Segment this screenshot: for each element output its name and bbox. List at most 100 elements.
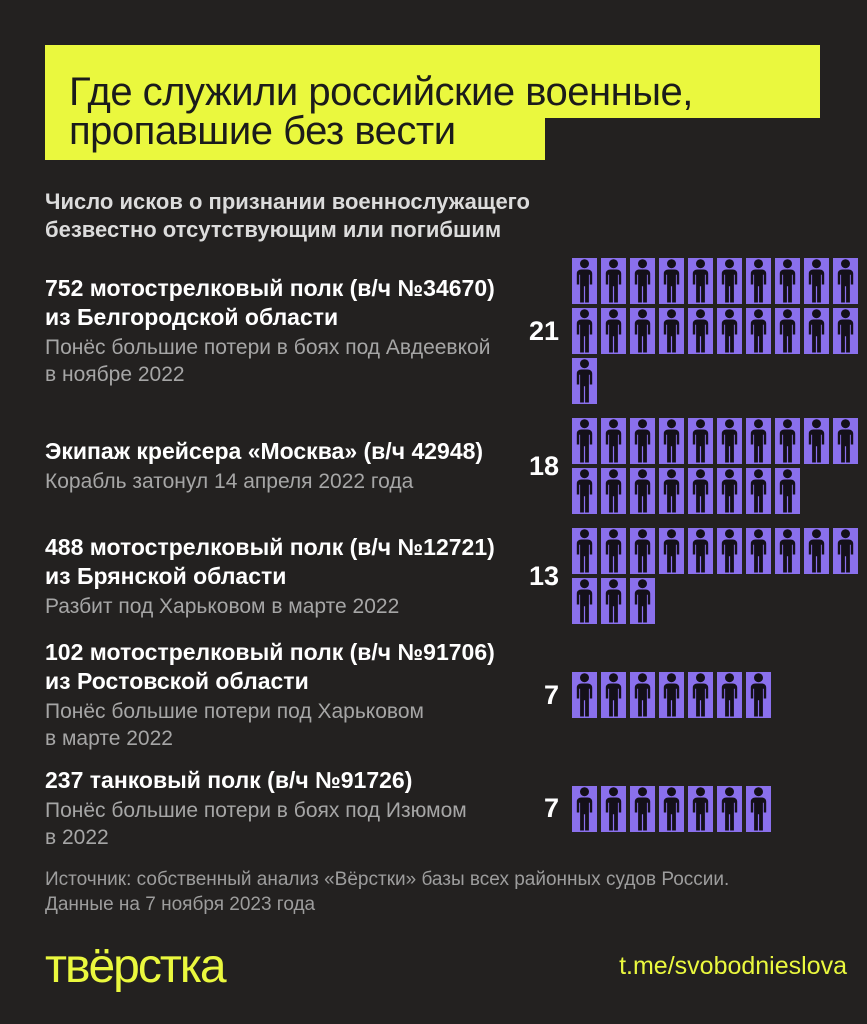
person-icon [688,785,713,832]
entries-list: 752 мотострелковый полк (в/ч №34670) из Б… [45,258,867,851]
person-icon [688,258,713,304]
person-icon [601,308,626,354]
person-icon [717,528,742,574]
person-icon [572,308,597,354]
person-icon [572,578,597,624]
person-icon [717,418,742,464]
footer: твёрстка t.me/svobodnieslova [45,939,847,994]
source-note: Источник: собственный анализ «Вёрстки» б… [45,867,867,917]
person-icon [659,672,684,718]
page-title-line2: пропавшие без вести [45,109,545,160]
person-icon [688,418,713,464]
person-icon [630,785,655,832]
person-icon [746,785,771,832]
person-icon [630,308,655,354]
entry-pictogram-grid [572,418,864,514]
person-icon [833,418,858,464]
person-icon [688,528,713,574]
person-icon [601,785,626,832]
person-icon [775,528,800,574]
person-icon [746,468,771,514]
person-icon [630,468,655,514]
person-icon [804,528,829,574]
person-icon [688,308,713,354]
entry-description: Понёс большие потери под Харьковом в март… [45,700,424,750]
person-icon [717,672,742,718]
page-title-line1: Где служили российские военные, [45,45,820,118]
person-icon [746,258,771,304]
person-icon [746,418,771,464]
person-icon [833,258,858,304]
person-icon [630,672,655,718]
person-icon [746,672,771,718]
entry-text: 752 мотострелковый полк (в/ч №34670) из Б… [45,274,507,388]
entry-count: 13 [528,560,559,591]
entry-count: 18 [528,450,559,481]
person-icon [833,308,858,354]
person-icon [688,672,713,718]
person-icon [659,468,684,514]
telegram-link[interactable]: t.me/svobodnieslova [619,952,847,980]
person-icon [601,258,626,304]
entry-count: 7 [543,679,559,710]
person-icon [717,468,742,514]
chart-entry: 752 мотострелковый полк (в/ч №34670) из Б… [45,258,867,404]
entry-description: Корабль затонул 14 апреля 2022 года [45,470,414,493]
source-line2: Данные на 7 ноября 2023 года [45,894,316,915]
person-icon [804,418,829,464]
person-icon [572,418,597,464]
entry-title: 102 мотострелковый полк (в/ч №91706) из Р… [45,639,495,694]
entry-text: Экипаж крейсера «Москва» (в/ч 42948) Кор… [45,437,507,495]
person-icon [775,308,800,354]
person-icon [746,308,771,354]
person-icon [572,258,597,304]
entry-pictogram-grid [572,785,864,832]
person-icon [804,308,829,354]
chart-entry: Экипаж крейсера «Москва» (в/ч 42948) Кор… [45,418,867,514]
person-icon [630,258,655,304]
person-icon [775,258,800,304]
entry-description: Понёс большие потери в боях под Авдеевко… [45,336,491,386]
person-icon [601,528,626,574]
entry-description: Понёс большие потери в боях под Изюмом в … [45,799,467,849]
entry-pictogram-grid [572,672,864,718]
person-icon [804,258,829,304]
person-icon [572,358,597,404]
person-icon [775,418,800,464]
person-icon [775,468,800,514]
person-icon [717,308,742,354]
person-icon [833,528,858,574]
entry-title: Экипаж крейсера «Москва» (в/ч 42948) [45,438,484,464]
person-icon [717,258,742,304]
entry-count: 21 [528,315,559,346]
chart-subtitle: Число исков о признании военнослужащего … [45,189,530,242]
source-line1: Источник: собственный анализ «Вёрстки» б… [45,869,730,890]
person-icon [572,785,597,832]
person-icon [659,528,684,574]
entry-title: 752 мотострелковый полк (в/ч №34670) из Б… [45,275,495,330]
title-block: Где служили российские военные, пропавши… [45,45,867,160]
chart-entry: 102 мотострелковый полк (в/ч №91706) из Р… [45,638,867,752]
person-icon [572,672,597,718]
person-icon [630,528,655,574]
person-icon [717,785,742,832]
entry-title: 488 мотострелковый полк (в/ч №12721) из Б… [45,533,495,589]
person-icon [630,418,655,464]
entry-title: 237 танковый полк (в/ч №91726) [45,767,413,793]
person-icon [688,468,713,514]
person-icon [659,258,684,304]
person-icon [601,578,626,624]
person-icon [572,528,597,574]
person-icon [659,785,684,832]
entry-text: 237 танковый полк (в/ч №91726) Понёс бол… [45,766,507,851]
entry-pictogram-grid [572,528,864,624]
person-icon [572,468,597,514]
entry-count: 7 [543,793,559,823]
entry-description: Разбит под Харьковом в марте 2022 [45,594,400,618]
person-icon [659,418,684,464]
person-icon [746,528,771,574]
verstka-logo[interactable]: твёрстка [45,940,227,993]
chart-entry: 488 мотострелковый полк (в/ч №12721) из Б… [45,528,867,624]
entry-text: 488 мотострелковый полк (в/ч №12721) из Б… [45,533,507,620]
person-icon [630,578,655,624]
